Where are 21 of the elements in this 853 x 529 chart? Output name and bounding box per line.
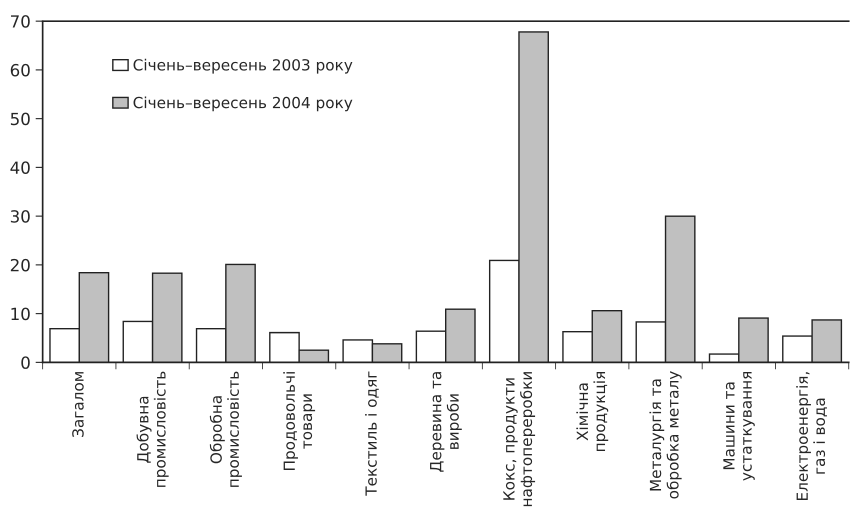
- x-tick-label: Деревина та вироби: [430, 372, 462, 472]
- x-tick-label: Хімічна продукція: [576, 372, 608, 452]
- x-tick-label: Текстиль і одяг: [365, 371, 379, 496]
- x-tick-label: Кокс, продукти нафтопереробки: [503, 372, 536, 506]
- x-tick-label: Металургія та обробка металу: [649, 371, 682, 499]
- y-tick-label: 0: [21, 356, 30, 369]
- x-tick-label: Добувна промисловість: [136, 372, 169, 487]
- y-tick-label: 20: [10, 258, 30, 272]
- y-tick-label: 60: [10, 64, 30, 76]
- legend-label: Січень–вересень 2003 року: [134, 58, 352, 74]
- x-tick-label: Загалом: [72, 372, 84, 437]
- x-tick-label: Електроенергія, газ і вода: [796, 372, 827, 500]
- x-tick-label: Машини та устаткування: [723, 372, 755, 481]
- y-tick-label: 50: [10, 112, 30, 126]
- y-tick-label: 30: [10, 210, 30, 223]
- x-tick-label: Продовольчі товари: [283, 372, 316, 470]
- x-tick-label: Обробна промисловість: [210, 372, 242, 487]
- y-tick-label: 70: [11, 15, 30, 28]
- y-tick-label: 10: [11, 308, 30, 320]
- y-tick-label: 40: [10, 161, 30, 174]
- legend-label: Січень–вересень 2004 року: [134, 96, 352, 112]
